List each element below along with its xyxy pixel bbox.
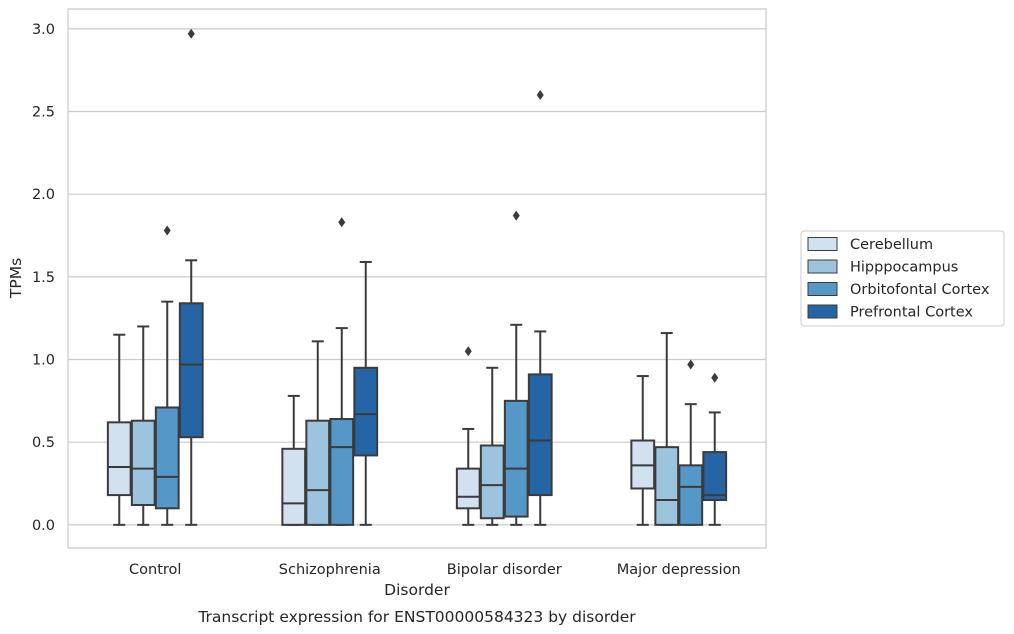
box-hipppocampus-0 bbox=[130, 325, 156, 526]
box-iqr bbox=[305, 419, 331, 526]
outlier-point bbox=[512, 210, 520, 221]
box-hipppocampus-3 bbox=[654, 332, 680, 526]
legend-swatch bbox=[807, 259, 838, 274]
box-iqr bbox=[479, 444, 505, 520]
box-hipppocampus-1 bbox=[305, 340, 331, 526]
y-tick-label: 1.5 bbox=[32, 270, 55, 286]
box-iqr bbox=[178, 302, 204, 439]
x-tick-label: Bipolar disorder bbox=[447, 562, 562, 578]
legend-label: Orbitofontal Cortex bbox=[850, 282, 990, 298]
outlier-point bbox=[187, 28, 195, 39]
y-axis-label: TPMs bbox=[7, 258, 25, 299]
box-iqr bbox=[130, 419, 156, 507]
y-tick-label: 0.5 bbox=[32, 435, 55, 451]
legend-swatch bbox=[807, 282, 838, 296]
box-cerebellum-0 bbox=[106, 333, 132, 526]
legend-label: Cerebellum bbox=[850, 237, 933, 253]
box-cerebellum-2 bbox=[455, 346, 481, 526]
legend-label: Hipppocampus bbox=[850, 260, 958, 276]
box-prefrontal-cortex-1 bbox=[353, 260, 379, 526]
box-orbitofontal-cortex-3 bbox=[678, 359, 704, 526]
boxes bbox=[106, 28, 728, 526]
y-tick-label: 3.0 bbox=[32, 22, 55, 38]
box-hipppocampus-2 bbox=[479, 366, 505, 526]
x-tick-label: Control bbox=[129, 562, 181, 578]
box-orbitofontal-cortex-1 bbox=[329, 217, 355, 526]
x-axis-label: Disorder bbox=[384, 581, 450, 599]
plot-area-frame bbox=[67, 8, 767, 549]
box-iqr bbox=[106, 421, 132, 497]
box-iqr bbox=[154, 406, 180, 510]
box-iqr bbox=[527, 373, 553, 497]
x-tick-label: Schizophrenia bbox=[279, 562, 381, 578]
outlier-point bbox=[163, 225, 171, 236]
box-iqr bbox=[654, 446, 680, 526]
box-orbitofontal-cortex-0 bbox=[154, 225, 180, 526]
y-tick-label: 1.0 bbox=[32, 353, 55, 369]
legend-items: Cerebellum Hipppocampus Orbitofontal Corte… bbox=[807, 237, 990, 321]
box-cerebellum-3 bbox=[630, 375, 656, 526]
x-tick-label: Major depression bbox=[617, 562, 741, 578]
legend-frame bbox=[800, 230, 1005, 327]
outlier-point bbox=[464, 346, 472, 357]
figure-caption: Transcript expression for ENST0000058432… bbox=[197, 608, 636, 626]
legend-label: Prefrontal Cortex bbox=[850, 305, 973, 321]
x-tick-labels: Control Schizophrenia Bipolar disorder Majo… bbox=[129, 562, 741, 578]
box-iqr bbox=[702, 451, 728, 502]
box-iqr bbox=[678, 464, 704, 526]
box-iqr bbox=[503, 399, 529, 518]
box-iqr bbox=[329, 418, 355, 526]
y-tick-label: 0.0 bbox=[32, 518, 55, 534]
box-prefrontal-cortex-0 bbox=[178, 28, 204, 526]
y-tick-label: 2.5 bbox=[32, 105, 55, 121]
outlier-point bbox=[536, 89, 544, 100]
box-iqr bbox=[353, 366, 379, 457]
box-cerebellum-1 bbox=[281, 394, 307, 526]
box-iqr bbox=[281, 447, 307, 526]
legend: Cerebellum Hipppocampus Orbitofontal Corte… bbox=[800, 230, 1005, 327]
outlier-point bbox=[338, 217, 346, 228]
box-prefrontal-cortex-2 bbox=[527, 89, 553, 526]
outlier-point bbox=[711, 372, 719, 383]
box-prefrontal-cortex-3 bbox=[702, 372, 728, 526]
legend-swatch bbox=[807, 237, 838, 251]
y-tick-labels: 0.0 0.5 1.0 1.5 2.0 2.5 3.0 bbox=[32, 22, 55, 534]
outlier-point bbox=[687, 359, 695, 370]
box-orbitofontal-cortex-2 bbox=[503, 210, 529, 526]
legend-swatch bbox=[807, 304, 838, 319]
y-tick-label: 2.0 bbox=[32, 187, 55, 203]
box-iqr bbox=[455, 467, 481, 510]
